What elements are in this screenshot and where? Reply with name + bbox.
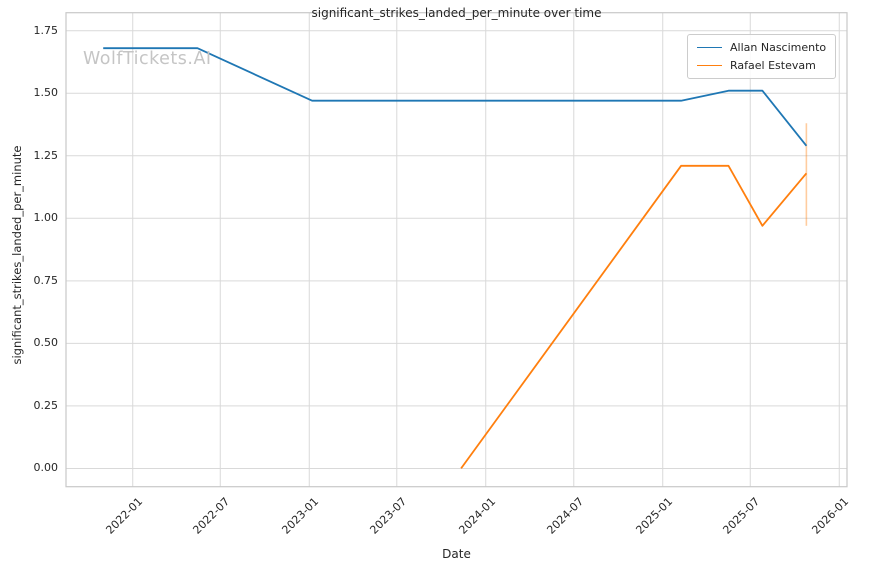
series-line-allan-nascimento xyxy=(103,47,808,147)
y-tick-label: 1.25 xyxy=(33,148,59,162)
series-line-rafael-estevam xyxy=(460,164,808,469)
chart-title: significant_strikes_landed_per_minute ov… xyxy=(311,6,602,20)
legend-line-swatch-orange xyxy=(697,65,722,66)
legend: Allan Nascimento Rafael Estevam xyxy=(687,34,836,79)
legend-item-rafael-estevam: Rafael Estevam xyxy=(697,59,827,72)
watermark: WolfTickets.AI xyxy=(83,49,212,69)
legend-label-allan-nascimento: Allan Nascimento xyxy=(730,41,827,54)
x-axis-label: Date xyxy=(442,547,471,561)
y-tick-label: 1.50 xyxy=(33,86,59,100)
y-tick-label: 1.00 xyxy=(33,211,59,225)
y-tick-label: 1.75 xyxy=(33,23,59,37)
plot-border xyxy=(65,12,848,488)
y-axis-label: significant_strikes_landed_per_minute xyxy=(10,145,24,365)
legend-item-allan-nascimento: Allan Nascimento xyxy=(697,41,827,54)
y-tick-label: 0.50 xyxy=(33,336,59,350)
legend-line-swatch-blue xyxy=(697,47,722,48)
y-tick-label: 0.75 xyxy=(33,273,59,287)
legend-label-rafael-estevam: Rafael Estevam xyxy=(730,59,816,72)
y-tick-label: 0.25 xyxy=(33,398,59,412)
y-tick-label: 0.00 xyxy=(33,461,59,475)
